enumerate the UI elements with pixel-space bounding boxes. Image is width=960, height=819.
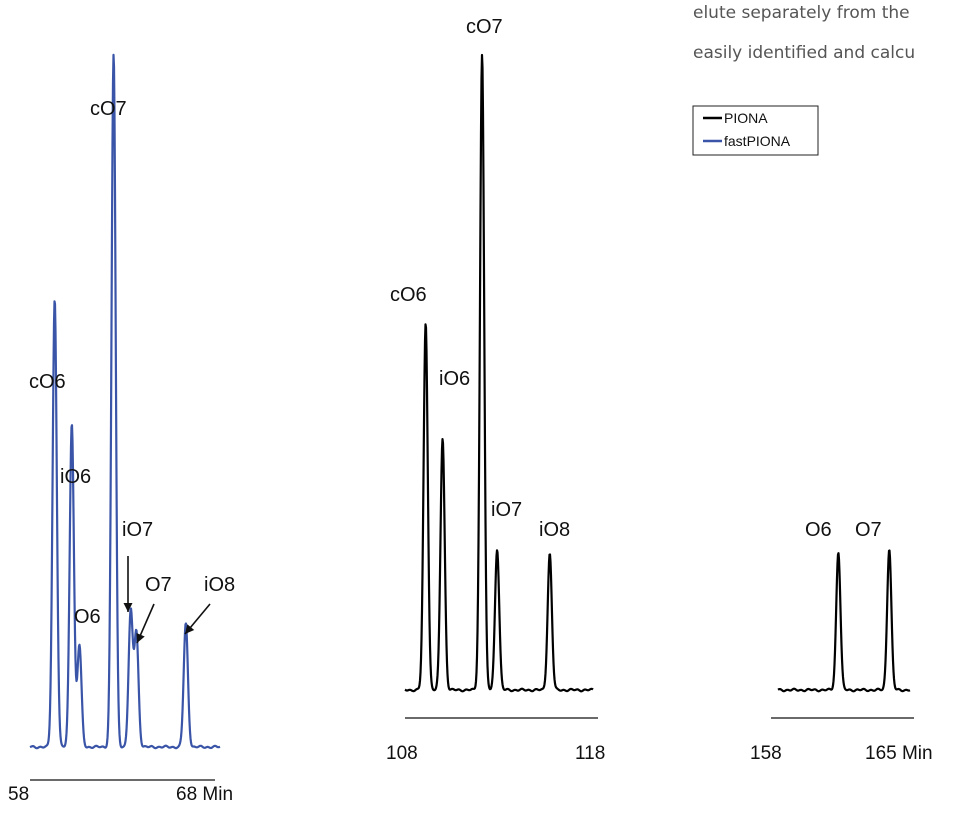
trace-line bbox=[29, 53, 221, 750]
legend-label-fastpiona: fastPIONA bbox=[724, 133, 791, 149]
chromatogram-fastpiona: cO6 iO6 O6 cO7 iO7 O7 iO8 58 68 Min bbox=[8, 53, 235, 805]
chromatogram-piona: cO6 iO6 cO7 iO7 iO8 108 118 bbox=[386, 16, 605, 764]
axis-tick-left: 58 bbox=[8, 784, 29, 805]
peak-label-io6: iO6 bbox=[60, 466, 91, 488]
axis-tick-right: 165 Min bbox=[865, 743, 933, 764]
arrow-head bbox=[136, 632, 145, 643]
arrow-head bbox=[123, 603, 133, 612]
peak-label-io6: iO6 bbox=[439, 368, 470, 390]
axis-tick-right: 118 bbox=[575, 743, 605, 764]
peak-label-io7: iO7 bbox=[491, 499, 522, 521]
legend-box bbox=[692, 105, 819, 156]
peak-label-co7: cO7 bbox=[90, 98, 127, 120]
trace-line bbox=[404, 53, 594, 693]
legend-label-piona: PIONA bbox=[724, 110, 768, 126]
peak-label-o7: O7 bbox=[145, 574, 172, 596]
peak-label-o7: O7 bbox=[855, 519, 882, 541]
trace-line bbox=[777, 549, 911, 693]
arrow-head bbox=[185, 624, 195, 634]
header-text-line-2: easily identified and calcu bbox=[693, 43, 915, 63]
peak-label-io7: iO7 bbox=[122, 519, 153, 541]
axis-tick-right: 68 Min bbox=[176, 784, 233, 805]
axis-tick-left: 158 bbox=[750, 743, 782, 764]
peak-label-io8: iO8 bbox=[539, 519, 570, 541]
peak-label-co7: cO7 bbox=[466, 16, 503, 38]
peak-label-co6: cO6 bbox=[390, 284, 427, 306]
peak-label-co6: cO6 bbox=[29, 371, 66, 393]
peak-label-io8: iO8 bbox=[204, 574, 235, 596]
header-text-line-1: elute separately from the bbox=[693, 3, 910, 23]
legend: PIONA fastPIONA bbox=[692, 105, 819, 156]
peak-label-o6: O6 bbox=[805, 519, 832, 541]
chromatogram-piona-late: O6 O7 158 165 Min bbox=[750, 519, 933, 764]
peak-label-o6: O6 bbox=[74, 606, 101, 628]
axis-tick-left: 108 bbox=[386, 743, 418, 764]
